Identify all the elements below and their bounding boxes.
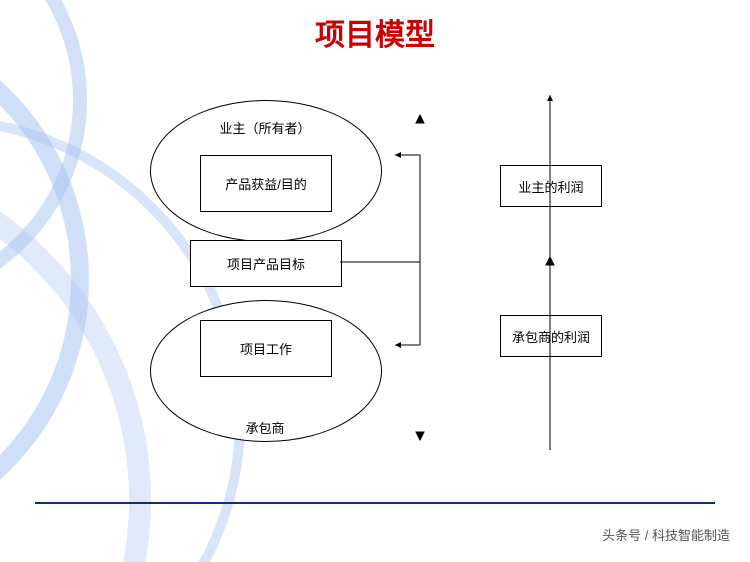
box-product-benefit: 产品获益/目的 [200, 155, 332, 212]
diagram: 业主（所有者） 承包商 产品获益/目的 项目产品目标 项目工作 业主的利润 承包… [0, 0, 750, 562]
ellipse-owner-label: 业主（所有者） [150, 118, 380, 137]
watermark: 头条号 / 科技智能制造 [602, 525, 730, 544]
box-project-work: 项目工作 [200, 320, 332, 377]
box-product-target: 项目产品目标 [190, 240, 342, 287]
ellipse-contractor-label: 承包商 [150, 418, 380, 437]
box-contractor-profit: 承包商的利润 [500, 315, 602, 357]
footer-divider [35, 502, 715, 504]
slide-title: 项目模型 [0, 10, 750, 54]
diagram-arrows [0, 0, 750, 562]
box-owner-profit: 业主的利润 [500, 165, 602, 207]
